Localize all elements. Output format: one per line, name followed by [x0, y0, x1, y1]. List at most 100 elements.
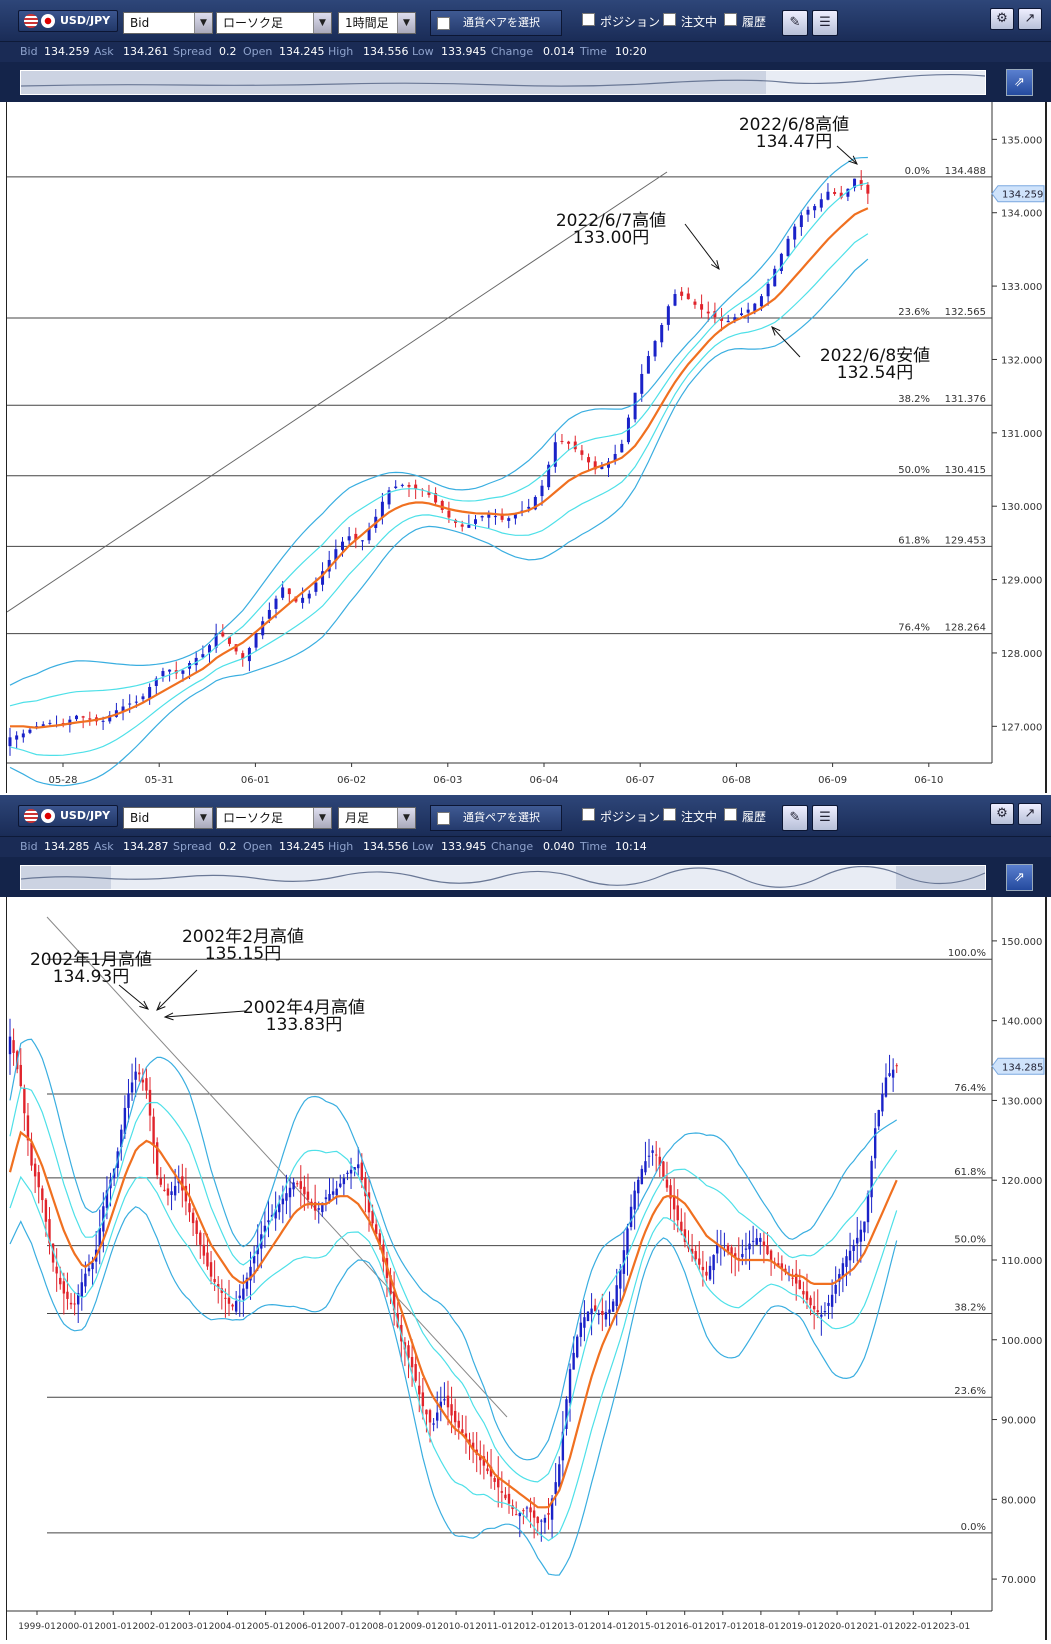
candle-body — [21, 733, 25, 738]
candle-body — [848, 1250, 852, 1261]
candle-body — [254, 632, 258, 648]
pair-select-checkbox[interactable] — [437, 812, 450, 825]
navigator-scrollbar[interactable] — [20, 70, 986, 95]
pair-select-button[interactable]: 通貨ペアを選択 — [430, 805, 562, 831]
candle-body — [439, 1401, 442, 1411]
candle-body — [859, 1229, 863, 1242]
pair-select-button[interactable]: 通貨ペアを選択 — [430, 10, 562, 36]
candle-body — [693, 301, 697, 305]
checkbox-box[interactable] — [582, 808, 595, 821]
candle-body — [245, 1277, 249, 1289]
candle-body — [194, 657, 198, 666]
chart-type-select[interactable]: ローソク足 ▼ — [216, 807, 332, 829]
gear-icon[interactable]: ⚙ — [990, 8, 1014, 30]
candle-body — [184, 1185, 188, 1202]
candle-body — [780, 1263, 784, 1269]
candle-body — [234, 644, 238, 652]
fibonacci-pct-label: 76.4% — [898, 623, 930, 634]
expand-icon[interactable]: ⇗ — [1006, 864, 1033, 891]
expand-icon[interactable]: ⇗ — [1006, 69, 1033, 96]
candle-body — [856, 1237, 859, 1244]
candle-body — [533, 496, 537, 510]
annotation-value: 133.00円 — [573, 228, 649, 248]
currency-pair-label: USD/JPY — [60, 809, 111, 822]
candle-body — [791, 1277, 794, 1279]
checkbox-box[interactable] — [663, 808, 676, 821]
chart-edit-icon[interactable]: ✎ — [782, 10, 808, 36]
quote-bar: Bid 134.285 Ask 134.287 Spread 0.2 Open 134.… — [0, 837, 1051, 857]
popout-icon[interactable]: ↗ — [1018, 803, 1042, 825]
candle-body — [241, 653, 245, 659]
candle-body — [261, 621, 265, 636]
candle-body — [812, 1306, 816, 1310]
checkbox-box[interactable] — [724, 13, 737, 26]
chart-type-value: ローソク足 — [223, 811, 284, 825]
monthly-chart-area[interactable]: 150.000 140.000 130.000 120.000 110.000 100.0… — [6, 897, 1047, 1640]
annotation-arrow-line — [156, 969, 198, 1011]
candle-body — [487, 514, 491, 518]
gear-icon[interactable]: ⚙ — [990, 803, 1014, 825]
chevron-down-icon: ▼ — [194, 808, 212, 828]
price-type-select[interactable]: Bid ▼ — [123, 12, 213, 34]
candle-body — [640, 1168, 644, 1185]
currency-pair-label: USD/JPY — [60, 14, 111, 27]
candle-body — [762, 1241, 766, 1247]
candle-body — [859, 180, 863, 186]
candle-body — [378, 1233, 381, 1246]
pair-select-label: 通貨ペアを選択 — [463, 811, 540, 824]
candle-body — [550, 1498, 554, 1520]
y-tick-label: 131.000 — [1001, 429, 1042, 440]
candle-body — [665, 1179, 669, 1188]
chart-type-select[interactable]: ローソク足 ▼ — [216, 12, 332, 34]
candle-body — [518, 1512, 521, 1517]
candle-body — [206, 1252, 209, 1267]
checkbox-box[interactable] — [724, 808, 737, 821]
candle-body — [580, 450, 584, 455]
x-tick-label: 06-07 — [626, 775, 655, 786]
candle-body — [457, 1420, 460, 1428]
x-tick-label: 05-31 — [145, 775, 174, 786]
timeframe-select[interactable]: 月足 ▼ — [338, 807, 416, 829]
y-tick-label: 129.000 — [1001, 576, 1042, 587]
candle-body — [73, 1303, 76, 1305]
navigator-scrollbar[interactable] — [20, 865, 986, 890]
pair-select-checkbox[interactable] — [437, 17, 450, 30]
candle-body — [593, 1305, 597, 1312]
candle-body — [44, 1199, 48, 1222]
candle-body — [55, 1266, 58, 1274]
candle-body — [59, 1277, 62, 1285]
navigator-sparkline — [21, 866, 985, 889]
checkbox-label: 履歴 — [742, 810, 767, 824]
fibonacci-pct-label: 38.2% — [954, 1302, 986, 1313]
candle-body — [460, 524, 464, 527]
candle-body — [839, 192, 843, 198]
candle-body — [881, 1093, 884, 1112]
candle-body — [288, 1187, 292, 1198]
x-tick-label: 2011-01 — [475, 1622, 513, 1632]
chart-edit-icon[interactable]: ✎ — [782, 805, 808, 831]
candle-body — [145, 1078, 148, 1091]
candle-body — [593, 461, 597, 470]
popout-icon[interactable]: ↗ — [1018, 8, 1042, 30]
fibonacci-value-label: 129.453 — [945, 535, 986, 546]
candle-body — [730, 1247, 733, 1255]
candle-body — [655, 1154, 658, 1156]
candle-body — [587, 457, 591, 463]
candle-body — [680, 291, 684, 296]
candle-body — [753, 303, 757, 312]
currency-pair-button[interactable]: USD/JPY — [18, 10, 118, 32]
hourly-chart-area[interactable]: 135.000 134.000 133.000 132.000 131.000 130.0… — [6, 102, 1047, 793]
price-type-select[interactable]: Bid ▼ — [123, 807, 213, 829]
currency-pair-button[interactable]: USD/JPY — [18, 805, 118, 827]
candle-body — [77, 1293, 80, 1305]
checkbox-box[interactable] — [582, 13, 595, 26]
candle-body — [98, 1227, 101, 1248]
timeframe-select[interactable]: 1時間足 ▼ — [338, 12, 416, 34]
navigator-window[interactable] — [766, 71, 985, 94]
navigator-window[interactable] — [111, 866, 896, 889]
quote-value: 134.261 — [123, 45, 169, 58]
monthly-candlestick-chart: 150.000 140.000 130.000 120.000 110.000 100.0… — [7, 897, 1045, 1632]
chart-list-icon[interactable]: ☰ — [812, 10, 838, 36]
chart-list-icon[interactable]: ☰ — [812, 805, 838, 831]
checkbox-box[interactable] — [663, 13, 676, 26]
